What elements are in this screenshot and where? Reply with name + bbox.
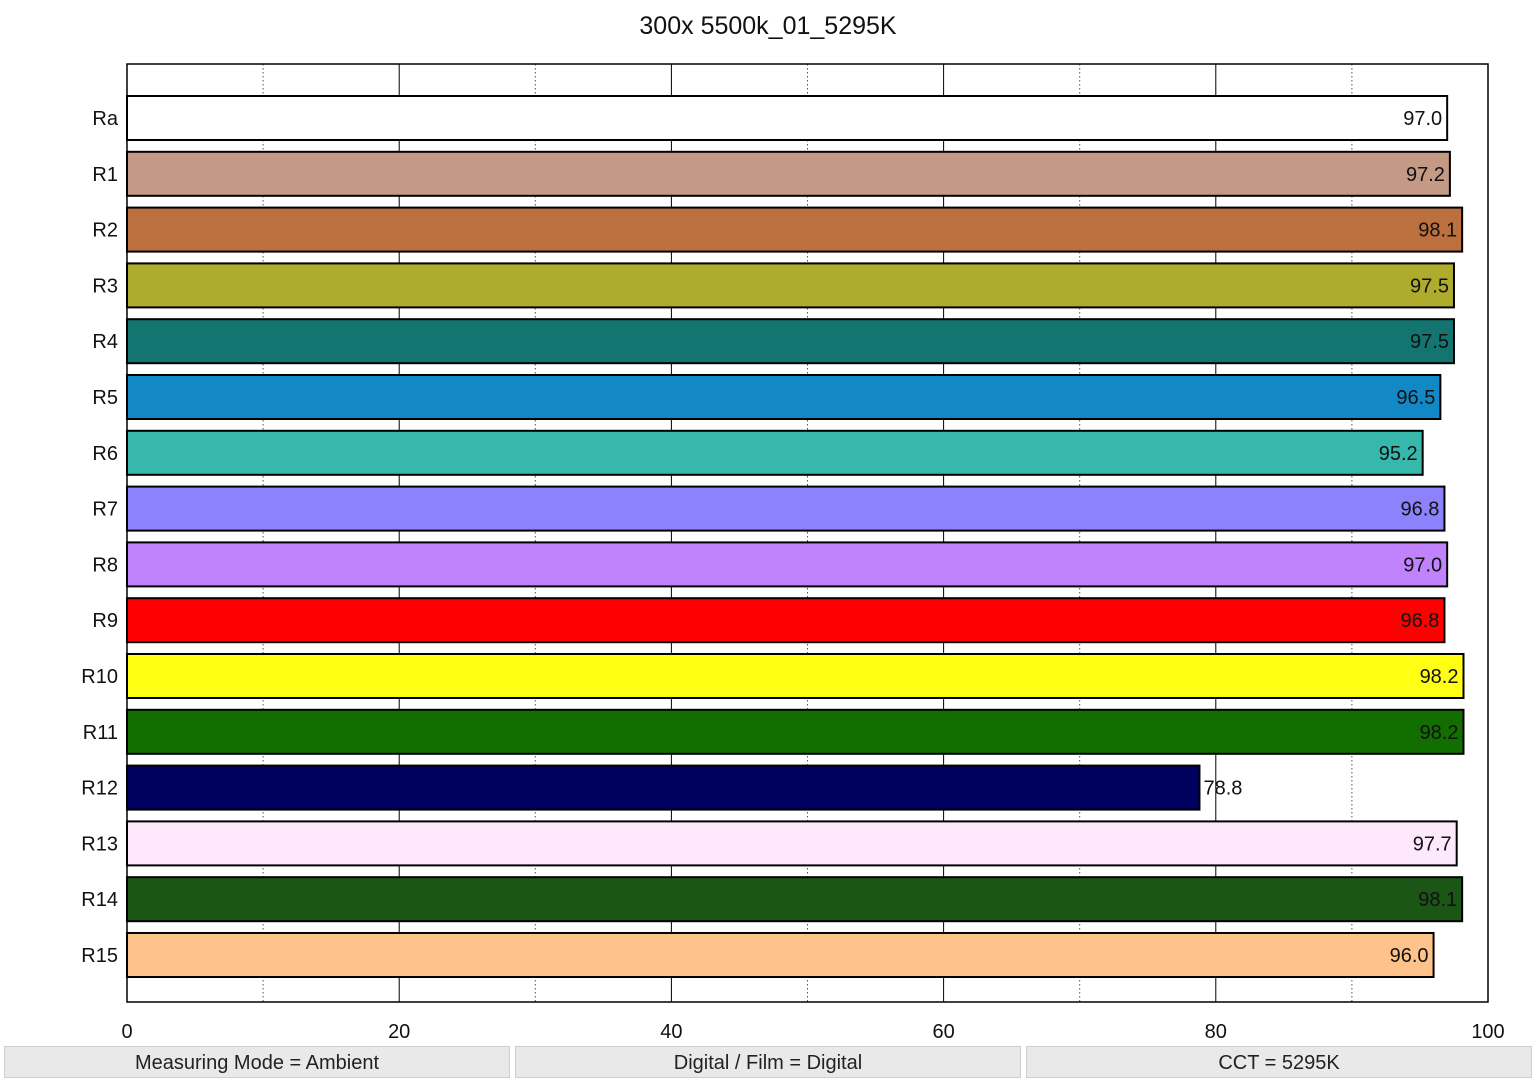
bar-r14 (126, 876, 1464, 923)
bar-r13 (126, 820, 1458, 867)
category-label: R10 (81, 666, 118, 688)
bar-r12 (126, 764, 1201, 811)
category-label: R8 (92, 554, 118, 576)
category-label: R2 (92, 220, 118, 242)
category-label: R15 (81, 945, 118, 967)
bar-r7 (126, 485, 1446, 532)
category-label: R13 (81, 833, 118, 855)
bar-r10 (126, 653, 1465, 699)
x-tick-label: 60 (932, 1021, 954, 1043)
plot-frame (126, 63, 1489, 1003)
value-label: 78.8 (1203, 778, 1242, 800)
value-label: 97.5 (1410, 331, 1449, 353)
value-label: 98.1 (1418, 889, 1457, 911)
digital-film-status: Digital / Film = Digital (515, 1046, 1021, 1078)
category-label: R3 (92, 275, 118, 297)
category-label: R7 (92, 499, 118, 521)
cri-bar-chart: 0 20 40 60 80 100 Ra 97.0 R1 97.2 R2 98.1 R3 97.5 R4 97… (81, 63, 1505, 1043)
category-label: R4 (92, 331, 118, 353)
status-bar: Measuring Mode = Ambient Digital / Film … (0, 1044, 1536, 1082)
cct-status: CCT = 5295K (1026, 1046, 1532, 1078)
value-label: 96.8 (1401, 610, 1440, 632)
bar-ra (126, 95, 1449, 141)
x-tick-label: 0 (121, 1021, 132, 1043)
bar-r5 (126, 374, 1442, 420)
value-label: 98.1 (1418, 220, 1457, 242)
bar-r3 (126, 262, 1455, 309)
bars (126, 95, 1465, 978)
bar-r9 (126, 597, 1446, 644)
value-label: 95.2 (1379, 443, 1418, 465)
bar-r15 (126, 932, 1435, 978)
category-label: R11 (83, 722, 118, 744)
bar-r4 (126, 318, 1455, 365)
value-label: 97.7 (1413, 833, 1452, 855)
measuring-mode-status: Measuring Mode = Ambient (4, 1046, 510, 1078)
bar-r1 (126, 150, 1451, 197)
x-tick-label: 40 (660, 1021, 682, 1043)
category-label: R1 (92, 164, 118, 186)
value-label: 97.2 (1406, 164, 1445, 186)
bar-r11 (126, 708, 1465, 755)
category-label: R9 (92, 610, 118, 632)
x-tick-label: 100 (1471, 1021, 1504, 1043)
value-label: 97.0 (1403, 554, 1442, 576)
chart-title: 300x 5500k_01_5295K (639, 12, 897, 40)
value-label: 98.2 (1420, 666, 1459, 688)
category-label: R5 (92, 387, 118, 409)
value-label: 97.5 (1410, 275, 1449, 297)
category-label: R14 (81, 889, 118, 911)
x-tick-label: 80 (1205, 1021, 1227, 1043)
value-label: 98.2 (1420, 722, 1459, 744)
value-label: 96.0 (1390, 945, 1429, 967)
labels: 0 20 40 60 80 100 Ra 97.0 R1 97.2 R2 98.1 R3 97.5 R4 97… (81, 108, 1504, 1043)
bar-r6 (126, 429, 1424, 476)
value-label: 96.8 (1401, 499, 1440, 521)
x-tick-label: 20 (388, 1021, 410, 1043)
category-label: Ra (92, 108, 118, 130)
category-label: R12 (81, 778, 118, 800)
category-label: R6 (92, 443, 118, 465)
bar-r2 (126, 206, 1464, 253)
bar-r8 (126, 541, 1449, 588)
value-label: 97.0 (1403, 108, 1442, 130)
value-label: 96.5 (1396, 387, 1435, 409)
